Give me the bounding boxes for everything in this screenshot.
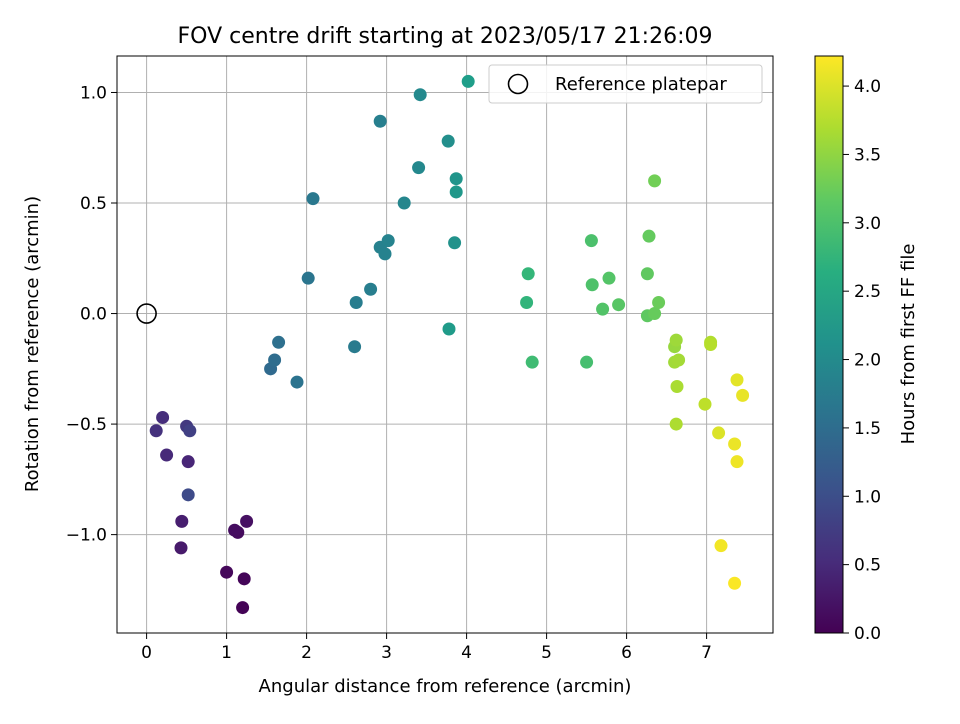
data-point-0 (236, 601, 250, 615)
data-point-61 (712, 426, 726, 440)
data-point-30 (413, 88, 427, 102)
data-point-37 (520, 295, 534, 309)
data-point-17 (272, 335, 286, 349)
data-point-48 (642, 229, 656, 243)
data-point-62 (730, 373, 744, 387)
colorbar-tick-label: 1.5 (854, 419, 881, 439)
data-point-18 (290, 375, 304, 389)
data-point-36 (461, 74, 475, 88)
data-point-64 (728, 437, 742, 451)
data-point-24 (373, 114, 387, 128)
data-point-56 (670, 380, 684, 394)
data-point-23 (364, 282, 378, 296)
x-tick-label: 5 (541, 643, 552, 663)
y-tick-label: −0.5 (66, 415, 107, 435)
x-tick-label: 7 (701, 643, 712, 663)
plot-frame (116, 55, 774, 634)
data-point-19 (301, 271, 315, 285)
x-tick-label: 4 (461, 643, 472, 663)
data-point-65 (730, 455, 744, 469)
colorbar-tick-label: 4.0 (854, 77, 881, 97)
colorbar-tick-label: 1.0 (854, 487, 881, 507)
data-point-38 (521, 267, 535, 281)
x-tick-label: 6 (621, 643, 632, 663)
data-point-39 (525, 355, 539, 369)
colorbar-ticks: 0.0 0.5 1.0 1.5 2.0 2.5 3.0 3.5 4.0 (843, 77, 881, 644)
data-point-1 (237, 572, 251, 586)
colorbar-tick-label: 3.5 (854, 145, 881, 165)
data-point-59 (704, 338, 718, 351)
data-point-42 (585, 278, 599, 292)
data-point-8 (181, 455, 195, 469)
data-point-22 (349, 295, 363, 309)
reference-platepar-marker (136, 303, 157, 324)
data-point-29 (412, 161, 426, 175)
data-point-63 (736, 388, 750, 402)
data-point-45 (612, 298, 626, 312)
y-axis-ticks: −1.0 −0.5 0.0 0.5 1.0 (66, 83, 117, 546)
data-point-41 (584, 234, 598, 248)
data-point-14 (181, 488, 195, 502)
x-tick-label: 3 (381, 643, 392, 663)
data-point-21 (348, 340, 362, 354)
data-point-49 (648, 307, 662, 321)
data-point-16 (268, 353, 282, 367)
colorbar-tick-label: 2.5 (854, 282, 881, 302)
y-axis-label: Rotation from reference (arcmin) (22, 196, 43, 492)
legend: Reference platepar (488, 64, 763, 104)
data-point-44 (602, 271, 616, 285)
data-point-5 (240, 514, 254, 528)
legend-label-reference: Reference platepar (555, 74, 727, 95)
data-point-40 (580, 355, 594, 369)
data-point-6 (174, 541, 188, 555)
data-point-67 (728, 576, 742, 590)
data-point-4 (228, 523, 242, 537)
chart-title: FOV centre drift starting at 2023/05/17 … (178, 24, 713, 49)
y-tick-label: −1.0 (66, 526, 107, 546)
y-tick-label: 1.0 (80, 83, 107, 103)
data-point-20 (306, 192, 320, 206)
data-point-50 (652, 295, 666, 309)
colorbar (814, 55, 844, 634)
data-point-35 (442, 322, 456, 336)
data-point-28 (397, 196, 411, 210)
colorbar-label: Hours from first FF file (898, 244, 919, 445)
legend-marker-reference (507, 73, 529, 95)
data-point-27 (381, 234, 395, 248)
data-point-10 (156, 410, 170, 424)
legend-box (488, 64, 763, 104)
data-points (149, 74, 750, 615)
x-tick-label: 0 (141, 643, 152, 663)
data-point-47 (640, 267, 654, 281)
data-point-66 (714, 539, 728, 553)
data-point-34 (449, 185, 463, 199)
data-point-57 (669, 417, 683, 431)
x-tick-label: 1 (221, 643, 232, 663)
data-point-13 (183, 424, 197, 438)
data-point-55 (672, 353, 686, 367)
colorbar-tick-label: 2.0 (854, 351, 881, 371)
data-point-11 (149, 424, 163, 438)
colorbar-tick-label: 3.0 (854, 214, 881, 234)
data-point-60 (698, 397, 712, 411)
data-point-32 (448, 236, 462, 250)
data-point-31 (441, 134, 455, 148)
colorbar-tick-label: 0.5 (854, 556, 881, 576)
y-tick-label: 0.0 (80, 305, 107, 325)
data-point-43 (596, 302, 610, 316)
data-point-9 (160, 448, 174, 462)
data-point-26 (378, 247, 392, 261)
data-point-2 (220, 565, 234, 579)
data-point-7 (175, 514, 189, 528)
x-axis-label: Angular distance from reference (arcmin) (259, 676, 632, 697)
y-tick-label: 0.5 (80, 194, 107, 214)
data-point-33 (449, 172, 463, 186)
x-axis-ticks: 0 1 2 3 4 5 6 7 (141, 633, 712, 663)
colorbar-tick-label: 0.0 (854, 624, 881, 644)
data-point-51 (648, 174, 662, 188)
x-tick-label: 2 (301, 643, 312, 663)
data-point-53 (669, 333, 683, 347)
